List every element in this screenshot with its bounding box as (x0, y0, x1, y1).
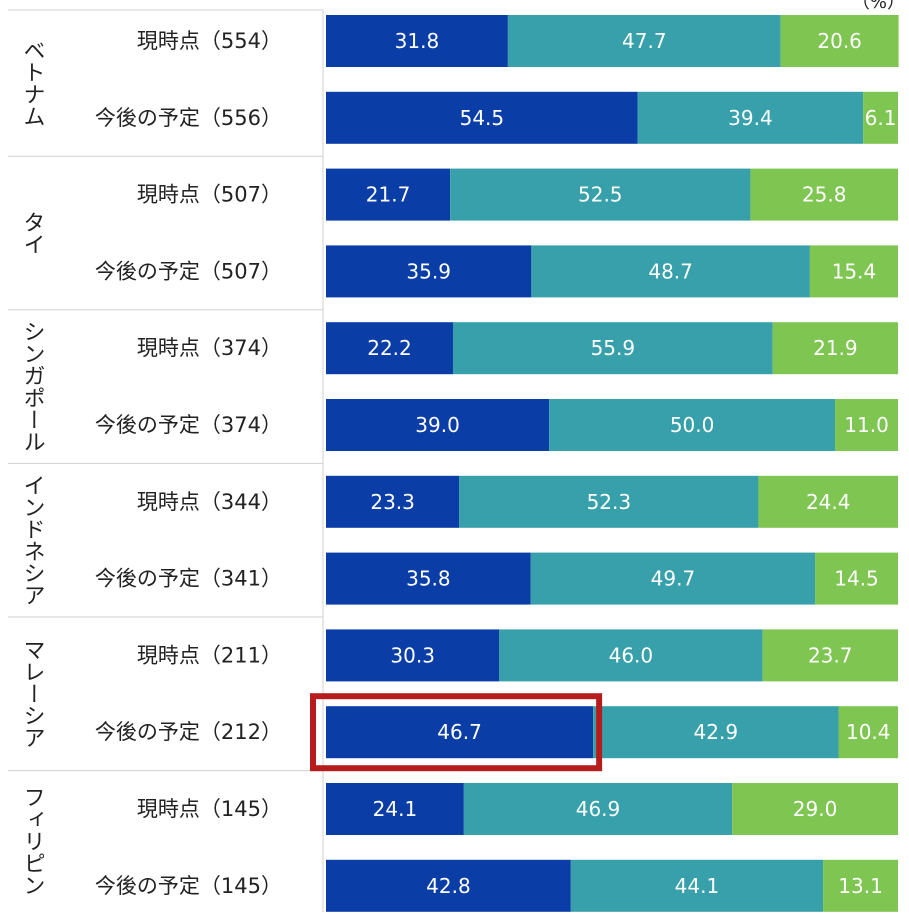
category-label: 今後の予定（145） (95, 874, 282, 898)
data-label: 39.0 (415, 413, 460, 437)
category-label: 現時点（374） (137, 336, 282, 360)
bar-segment (637, 91, 864, 144)
bar-segment (772, 322, 898, 375)
bar-segment (326, 91, 638, 144)
category-label: 今後の予定（507） (95, 259, 282, 283)
bar-segment (835, 399, 898, 451)
data-label: 13.1 (838, 874, 883, 898)
data-label: 46.9 (576, 797, 621, 821)
unit-label: （%） (851, 0, 905, 13)
data-label: 15.4 (832, 259, 877, 283)
data-label: 22.2 (367, 336, 412, 360)
bar-segment (838, 706, 898, 759)
data-label: 14.5 (834, 567, 879, 591)
group-label: シンガポール (20, 321, 45, 453)
category-label: 現時点（145） (137, 797, 282, 821)
bar-segment (809, 245, 898, 298)
bar-segment (326, 783, 464, 835)
data-label: 31.8 (395, 29, 440, 53)
bar-segment (326, 322, 453, 375)
bar-segment (326, 168, 451, 221)
data-label: 10.4 (846, 720, 891, 744)
category-label: 現時点（554） (137, 29, 282, 53)
bar-segment (326, 475, 460, 528)
bar-segment (732, 783, 898, 835)
bar-segment (549, 399, 836, 451)
data-label: 52.5 (578, 183, 623, 207)
data-label: 46.0 (609, 643, 654, 667)
data-label: 11.0 (844, 413, 889, 437)
bar-segment (459, 475, 759, 528)
bar-segment (326, 629, 500, 682)
data-label: 44.1 (675, 874, 720, 898)
bar-segment (593, 706, 839, 759)
bar-segment (450, 168, 751, 221)
category-label: 現時点（211） (137, 643, 282, 667)
bar-segment (762, 629, 898, 682)
data-label: 35.9 (406, 259, 451, 283)
data-label: 24.4 (806, 490, 851, 514)
data-label: 30.3 (390, 643, 435, 667)
data-label: 42.8 (426, 874, 471, 898)
data-label: 39.4 (728, 106, 773, 130)
data-label: 35.8 (406, 567, 451, 591)
data-label: 46.7 (437, 720, 482, 744)
group-label: マレーシア (20, 639, 45, 749)
bar-segment (815, 552, 898, 605)
data-label: 29.0 (793, 797, 838, 821)
bar-segment (326, 245, 532, 298)
data-label: 55.9 (591, 336, 636, 360)
bar-segment (780, 15, 899, 67)
bar-segment (750, 168, 898, 221)
bar-segment (823, 859, 898, 912)
category-label: 今後の予定（556） (95, 106, 282, 130)
data-label: 6.1 (865, 106, 897, 130)
data-label: 52.3 (587, 490, 632, 514)
group-label: インドネシア (20, 474, 45, 606)
bar-segment (758, 475, 898, 528)
data-label: 47.7 (622, 29, 667, 53)
bar-segment (507, 15, 781, 67)
data-label: 23.3 (370, 490, 415, 514)
bar-segment (531, 245, 810, 298)
category-label: 今後の予定（341） (95, 567, 282, 591)
data-label: 54.5 (460, 106, 505, 130)
highlight-box (310, 693, 603, 772)
data-label: 21.9 (813, 336, 858, 360)
bar-segment (326, 706, 594, 759)
bar-segment (452, 322, 773, 375)
category-label: 今後の予定（212） (95, 720, 282, 744)
category-label: 現時点（507） (137, 183, 282, 207)
category-label: 現時点（344） (137, 490, 282, 514)
group-label: タイ (20, 211, 45, 255)
data-label: 21.7 (366, 183, 411, 207)
data-label: 50.0 (670, 413, 715, 437)
data-label: 20.6 (817, 29, 862, 53)
bar-segment (326, 552, 531, 605)
data-label: 25.8 (802, 183, 847, 207)
group-label: ベトナム (20, 39, 45, 127)
data-label: 24.1 (373, 797, 418, 821)
data-label: 49.7 (651, 567, 696, 591)
bar-segment (463, 783, 733, 835)
bar-segment (499, 629, 763, 682)
bar-segment (326, 399, 550, 451)
bar-segment (863, 91, 898, 144)
bar-segment (570, 859, 824, 912)
group-label: フィリピン (20, 786, 45, 896)
data-label: 23.7 (808, 643, 853, 667)
data-label: 42.9 (694, 720, 739, 744)
data-label: 48.7 (648, 259, 693, 283)
category-label: 今後の予定（374） (95, 413, 282, 437)
bar-segment (530, 552, 816, 605)
bar-segment (326, 859, 571, 912)
bar-segment (326, 15, 508, 67)
